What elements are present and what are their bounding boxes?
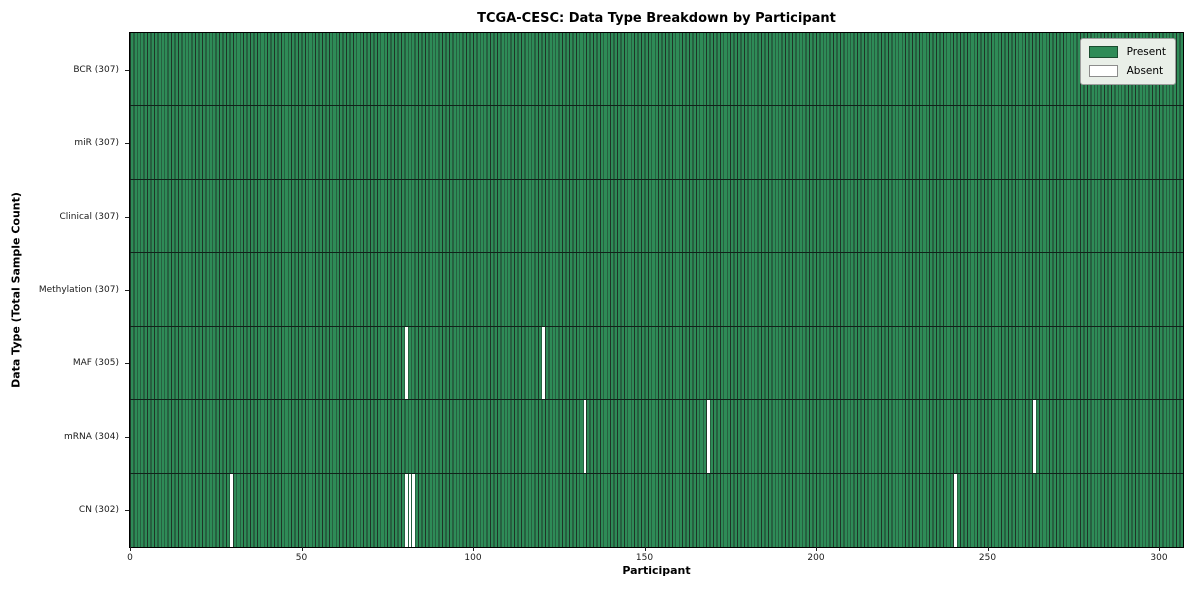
y-tick-mark	[125, 510, 129, 512]
legend-entry-present: Present	[1088, 46, 1166, 58]
absent-marker	[1032, 400, 1036, 473]
absent-swatch-icon	[1088, 65, 1118, 77]
data-type-row-miR	[130, 106, 1183, 180]
absent-marker	[412, 473, 415, 547]
legend-label: Absent	[1126, 65, 1164, 77]
x-tick-mark	[816, 547, 817, 551]
y-tick-label: mRNA (304)	[64, 431, 119, 442]
legend-label: Present	[1126, 46, 1166, 58]
absent-marker	[408, 473, 412, 547]
x-tick-mark	[644, 547, 646, 551]
y-tick-label: MAF (305)	[72, 358, 119, 369]
absent-marker	[954, 473, 957, 547]
chart-title: TCGA-CESC: Data Type Breakdown by Partic…	[477, 11, 836, 26]
x-tick-mark	[130, 547, 131, 551]
data-type-row-mRNA	[130, 400, 1183, 474]
absent-marker	[230, 473, 233, 547]
x-axis-label: Participant	[622, 564, 691, 577]
x-tick-label: 200	[807, 553, 825, 563]
y-tick-mark	[125, 363, 129, 365]
y-tick-label: CN (302)	[78, 505, 119, 516]
y-tick-mark	[125, 216, 129, 218]
x-tick-mark	[987, 547, 989, 551]
x-axis: 0 50 100 150 200 250 300	[127, 547, 1183, 577]
present-swatch-icon	[1088, 46, 1118, 58]
y-axis: BCR (307) miR (307) Clinical (307) Methylat…	[0, 33, 129, 547]
absent-marker	[405, 326, 408, 400]
x-tick-mark	[1159, 547, 1160, 551]
y-tick-label: Clinical (307)	[59, 211, 119, 222]
x-tick-label: 150	[635, 553, 654, 563]
x-tick-label: 50	[295, 553, 308, 563]
data-type-row-CN	[130, 473, 1183, 547]
y-tick-mark	[125, 290, 129, 291]
x-tick-label: 100	[464, 553, 482, 563]
absent-marker	[405, 473, 408, 547]
legend: Present Absent	[1079, 38, 1176, 85]
y-tick-label: Methylation (307)	[38, 285, 119, 295]
y-tick-mark	[125, 69, 129, 71]
x-tick-label: 250	[978, 553, 997, 563]
data-type-row-Methylation	[130, 253, 1183, 327]
y-tick-label: BCR (307)	[73, 64, 119, 75]
y-tick-mark	[125, 143, 129, 145]
y-tick-mark	[125, 436, 129, 438]
x-tick-label: 0	[127, 553, 133, 563]
x-tick-mark	[301, 547, 303, 551]
data-type-row-BCR	[130, 33, 1183, 107]
absent-marker	[707, 400, 710, 473]
x-tick-mark	[473, 547, 474, 551]
x-tick-label: 300	[1150, 553, 1168, 563]
data-type-row-Clinical	[130, 179, 1183, 254]
legend-entry-absent: Absent	[1088, 65, 1166, 77]
absent-marker	[542, 326, 546, 400]
rows-container	[130, 33, 1183, 547]
y-tick-label: miR (307)	[74, 138, 119, 149]
data-type-row-MAF	[130, 326, 1183, 401]
plot-area: Present Absent	[129, 32, 1184, 548]
absent-marker	[583, 400, 587, 473]
